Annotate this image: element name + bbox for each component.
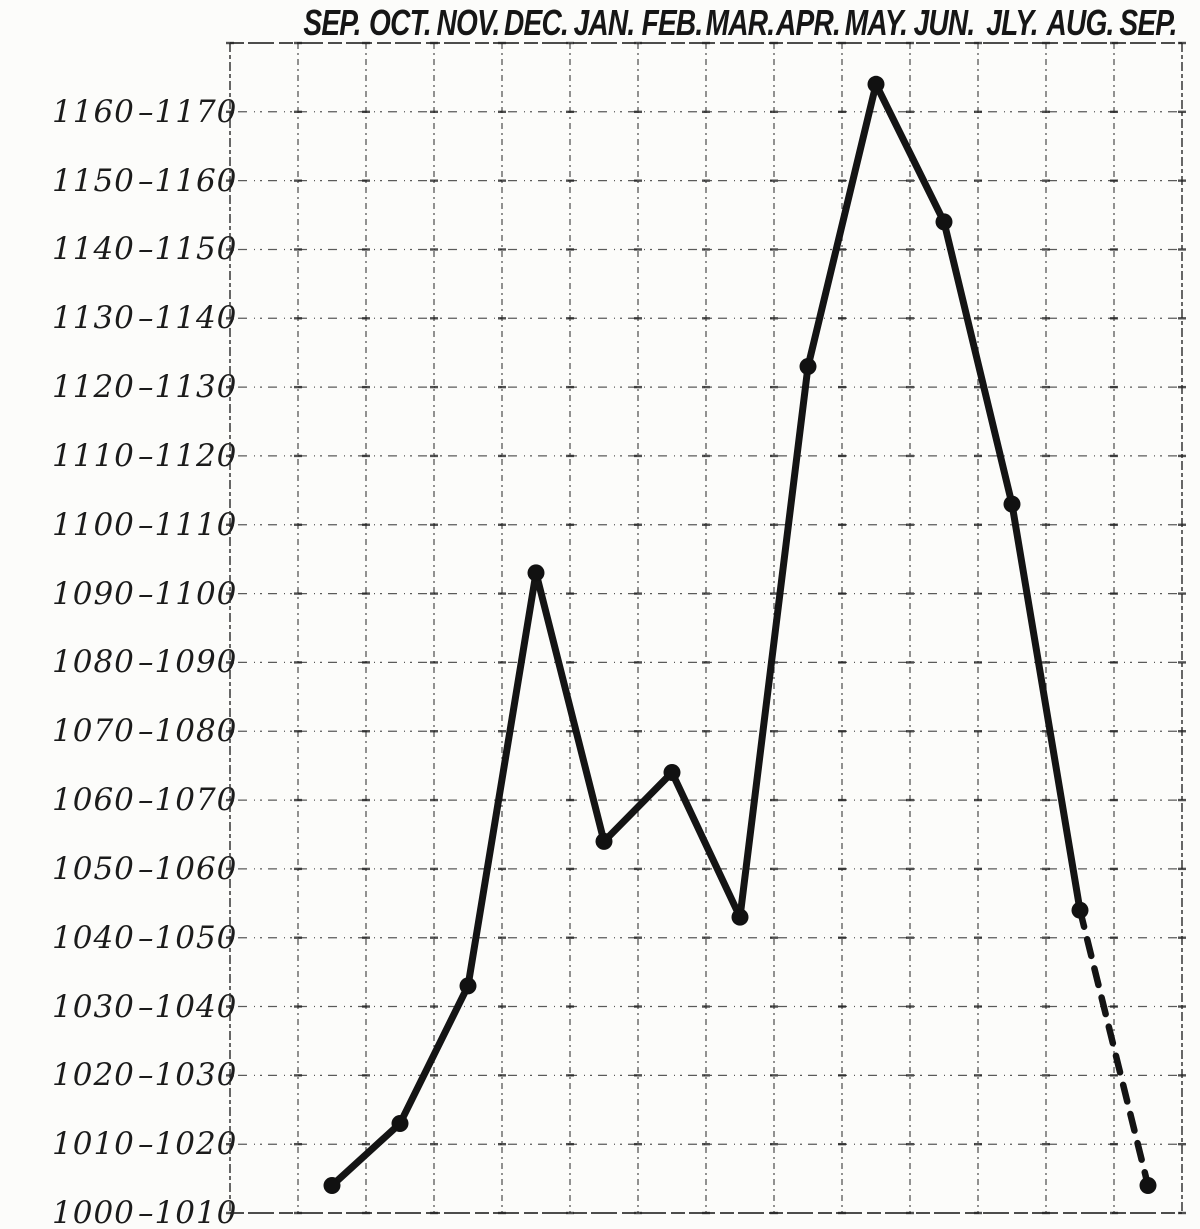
y-axis-row: 1020 –1030 (0, 1056, 236, 1094)
data-point (935, 213, 953, 231)
y-left-value: 1010 (52, 1126, 135, 1163)
month-label: SEP. (303, 2, 361, 43)
y-right-value: –1160 (138, 162, 238, 199)
month-label: MAY. (844, 2, 908, 43)
y-left-value: 1150 (52, 162, 135, 199)
y-left-value: 1070 (52, 713, 135, 750)
y-left-value: 1090 (52, 575, 135, 612)
month-label: NOV. (436, 2, 501, 43)
month-label: MAR. (705, 2, 775, 43)
y-axis-row: 1130 –1140 (0, 299, 236, 337)
y-axis-row: 1030 –1040 (0, 988, 236, 1026)
data-point (867, 75, 885, 93)
data-point (1071, 901, 1089, 919)
data-point (1139, 1177, 1157, 1194)
y-right-value: –1050 (138, 919, 238, 956)
y-right-value: –1100 (138, 575, 238, 612)
month-label: SEP. (1119, 2, 1177, 43)
data-point (595, 832, 613, 850)
month-label: OCT. (369, 2, 432, 43)
month-label: AUG. (1046, 2, 1114, 43)
y-axis-row: 1120 –1130 (0, 368, 236, 406)
y-axis-row: 1010 –1020 (0, 1125, 236, 1163)
y-left-value: 1050 (52, 850, 135, 887)
month-label: JAN. (573, 2, 636, 43)
y-axis-row: 1070 –1080 (0, 712, 236, 750)
data-point (799, 358, 817, 375)
month-axis: SEP. OCT. NOV. DEC. JAN. FEB. MAR. APR. MAY. JUN.… (0, 0, 1200, 46)
data-line-projected (1076, 906, 1152, 1189)
y-right-value: –1030 (138, 1057, 238, 1094)
y-left-value: 1120 (52, 369, 135, 406)
y-right-value: –1120 (138, 437, 238, 474)
y-right-value: –1020 (138, 1126, 238, 1163)
data-point (323, 1177, 341, 1194)
y-right-value: –1170 (138, 93, 238, 130)
y-left-value: 1140 (52, 231, 135, 268)
y-left-value: 1100 (52, 506, 135, 543)
month-label: DEC. (504, 2, 569, 43)
y-axis-row: 1000 –1010 (0, 1194, 236, 1229)
y-left-value: 1000 (52, 1195, 135, 1229)
y-left-value: 1030 (52, 988, 135, 1025)
y-right-value: –1090 (138, 644, 238, 681)
y-axis-row: 1080 –1090 (0, 643, 236, 681)
month-label: FEB. (641, 2, 704, 43)
data-point (663, 764, 681, 781)
y-left-value: 1040 (52, 919, 135, 956)
y-axis-row: 1100 –1110 (0, 506, 236, 544)
y-right-value: –1040 (138, 988, 238, 1025)
y-left-value: 1110 (52, 437, 135, 474)
y-right-value: –1010 (138, 1195, 238, 1229)
data-point (391, 1115, 409, 1132)
data-point (1003, 495, 1021, 513)
y-left-value: 1160 (52, 93, 135, 130)
y-axis-row: 1160 –1170 (0, 93, 236, 131)
data-point (459, 977, 477, 995)
month-label: JUN. (913, 2, 976, 43)
y-left-value: 1020 (52, 1057, 135, 1094)
data-point (527, 564, 545, 582)
y-axis-row: 1060 –1070 (0, 781, 236, 819)
y-right-value: –1070 (138, 782, 238, 819)
data-line (328, 80, 1084, 1189)
y-axis-row: 1050 –1060 (0, 850, 236, 888)
y-right-value: –1130 (138, 369, 238, 406)
y-axis-row: 1110 –1120 (0, 437, 236, 475)
y-axis-row: 1140 –1150 (0, 230, 236, 268)
y-right-value: –1150 (138, 231, 238, 268)
y-left-value: 1130 (52, 300, 135, 337)
month-label: JLY. (986, 2, 1038, 43)
y-axis-row: 1040 –1050 (0, 919, 236, 957)
y-left-value: 1060 (52, 782, 135, 819)
y-right-value: –1060 (138, 850, 238, 887)
y-axis-labels: 1160 –1170 1150 –1160 1140 –1150 1130 –1140 1120… (0, 0, 236, 1229)
y-axis-row: 1150 –1160 (0, 162, 236, 200)
y-axis-row: 1090 –1100 (0, 575, 236, 613)
month-label: APR. (776, 2, 841, 43)
data-point (731, 908, 749, 926)
y-left-value: 1080 (52, 644, 135, 681)
y-right-value: –1080 (138, 713, 238, 750)
y-right-value: –1140 (138, 300, 238, 337)
y-right-value: –1110 (138, 506, 238, 543)
